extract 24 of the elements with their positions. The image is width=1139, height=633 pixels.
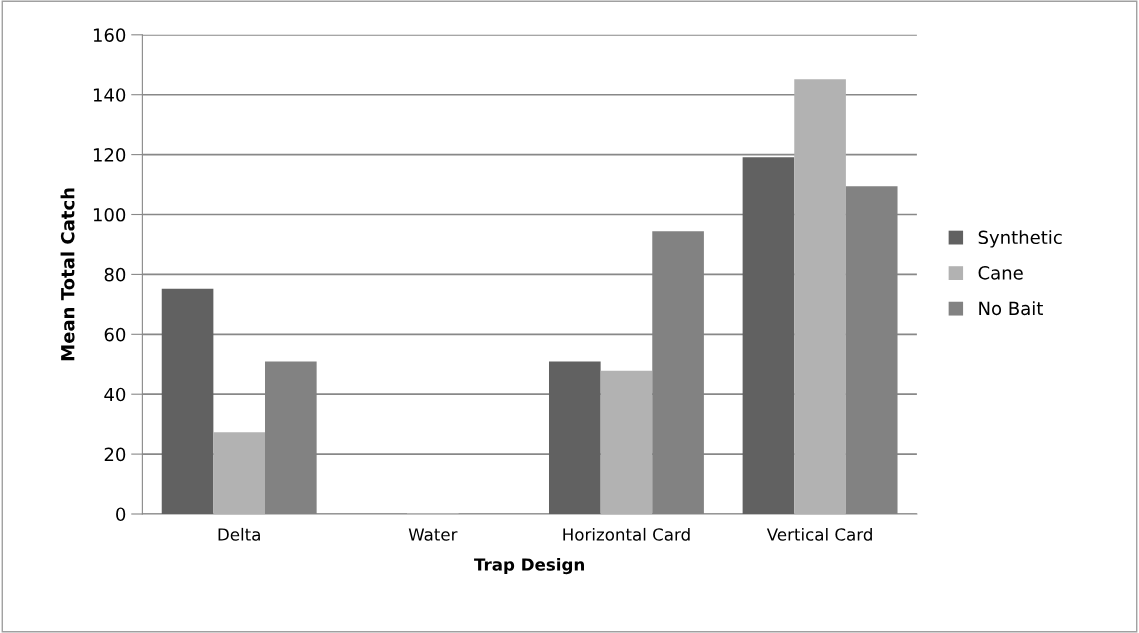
y-tick-label: 20 bbox=[104, 447, 126, 462]
y-tick-label: 80 bbox=[104, 267, 126, 282]
y-axis-title: Mean Total Catch bbox=[60, 188, 75, 361]
bar bbox=[213, 432, 266, 514]
y-tick-label: 60 bbox=[104, 327, 126, 342]
legend-label: Synthetic bbox=[978, 230, 1062, 248]
x-tick-label: Horizontal Card bbox=[563, 527, 690, 541]
y-tick-label: 0 bbox=[116, 507, 126, 522]
y-tick-label: 40 bbox=[104, 387, 126, 402]
y-tick-label: 140 bbox=[93, 88, 126, 102]
bar bbox=[794, 79, 846, 514]
bar bbox=[549, 361, 601, 514]
y-tick-label: 160 bbox=[93, 28, 126, 42]
y-tick-label: 120 bbox=[93, 148, 126, 162]
x-tick-label: Water bbox=[408, 528, 458, 541]
legend-label: No Bait bbox=[979, 301, 1043, 316]
x-tick-label: Delta bbox=[218, 527, 260, 541]
bar bbox=[742, 157, 795, 514]
legend-label: Cane bbox=[978, 265, 1023, 280]
bar bbox=[161, 288, 214, 514]
y-tick-label: 100 bbox=[93, 207, 126, 222]
x-tick-label: Vertical Card bbox=[766, 527, 872, 541]
x-axis-title: Trap Design bbox=[474, 557, 584, 575]
bar bbox=[600, 370, 653, 514]
